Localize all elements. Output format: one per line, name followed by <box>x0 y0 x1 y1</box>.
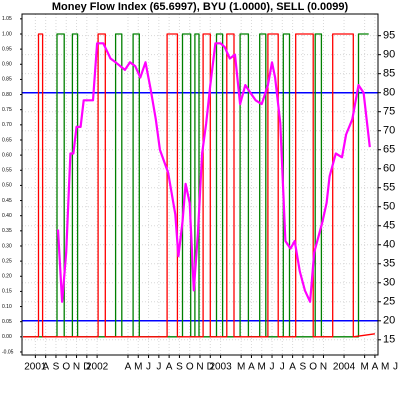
x-tick-label: D <box>207 362 214 373</box>
x-tick-label: A <box>125 362 132 373</box>
x-tick-label: M <box>258 362 266 373</box>
x-tick-label: 2002 <box>86 362 109 373</box>
x-tick-label: N <box>320 362 327 373</box>
x-tick-label: 2003 <box>209 362 232 373</box>
y2-tick-label: 0.30 <box>2 243 12 249</box>
x-tick-label: O <box>62 362 70 373</box>
y2-tick-label: 0.10 <box>2 304 12 310</box>
y2-tick-label: 0.50 <box>2 183 12 189</box>
x-tick-label: A <box>166 362 173 373</box>
x-tick-label: J <box>393 362 398 373</box>
y-tick-label: 45 <box>383 220 395 232</box>
x-tick-label: J <box>270 362 275 373</box>
y2-tick-label: 0.60 <box>2 152 12 158</box>
x-tick-label: A <box>248 362 255 373</box>
y-tick-label: 40 <box>383 239 395 251</box>
y2-tick-label: 0.00 <box>2 334 12 340</box>
x-tick-label: D <box>83 362 90 373</box>
y-tick-label: 35 <box>383 258 395 270</box>
y-tick-label: 80 <box>383 87 395 99</box>
y-tick-label: 70 <box>383 125 395 137</box>
x-tick-label: A <box>289 362 296 373</box>
y-tick-label: 85 <box>383 68 395 80</box>
series-line <box>56 42 371 303</box>
y2-tick-label: 0.55 <box>2 168 12 174</box>
series-line <box>23 33 375 338</box>
y2-tick-label: 0.90 <box>2 62 12 68</box>
x-tick-label: S <box>300 362 307 373</box>
plot-frame <box>21 13 379 356</box>
y2-tick-label: 0.65 <box>2 137 12 143</box>
chart-title: Money Flow Index (65.6997), BYU (1.0000)… <box>52 1 349 13</box>
y2-tick-label: 0.40 <box>2 213 12 219</box>
y2-tick-label: 0.75 <box>2 107 12 113</box>
y-tick-label: 90 <box>383 49 395 61</box>
y-tick-label: 65 <box>383 144 395 156</box>
x-tick-label: J <box>280 362 285 373</box>
y2-tick-label: 0.95 <box>2 46 12 52</box>
y2-tick-label: 0.05 <box>2 319 12 325</box>
x-tick-label: M <box>360 362 368 373</box>
y-tick-label: 25 <box>383 296 395 308</box>
y-tick-label: 95 <box>383 30 395 42</box>
y2-tick-label: 1.00 <box>2 31 12 37</box>
y2-tick-label: 0.35 <box>2 228 12 234</box>
y2-tick-label: 0.85 <box>2 77 12 83</box>
y2-tick-label: -0.05 <box>2 349 14 355</box>
y-tick-label: 60 <box>383 163 395 175</box>
y2-tick-label: 0.80 <box>2 92 12 98</box>
x-tick-label: O <box>309 362 317 373</box>
x-tick-label: O <box>186 362 194 373</box>
x-tick-label: A <box>42 362 49 373</box>
y-tick-label: 15 <box>383 334 395 346</box>
y-tick-label: 30 <box>383 277 395 289</box>
series-line <box>23 33 369 338</box>
y2-tick-label: 0.20 <box>2 274 12 280</box>
x-tick-label: N <box>196 362 203 373</box>
x-tick-label: N <box>73 362 80 373</box>
x-tick-label: A <box>372 362 379 373</box>
y-tick-label: 20 <box>383 315 395 327</box>
x-tick-label: S <box>53 362 60 373</box>
x-tick-label: 2004 <box>333 362 356 373</box>
y2-tick-label: 0.15 <box>2 289 12 295</box>
y2-tick-label: 1.05 <box>2 16 12 22</box>
y-tick-label: 50 <box>383 201 395 213</box>
x-tick-label: J <box>146 362 151 373</box>
y2-tick-label: 0.25 <box>2 258 12 264</box>
x-tick-label: J <box>156 362 161 373</box>
y-tick-label: 75 <box>383 106 395 118</box>
x-tick-label: S <box>176 362 183 373</box>
x-tick-label: 2001 <box>24 362 47 373</box>
x-tick-label: M <box>381 362 389 373</box>
x-tick-label: M <box>237 362 245 373</box>
y2-tick-label: 0.45 <box>2 198 12 204</box>
y2-tick-label: 0.70 <box>2 122 12 128</box>
y-tick-label: 55 <box>383 182 395 194</box>
x-tick-label: M <box>134 362 142 373</box>
